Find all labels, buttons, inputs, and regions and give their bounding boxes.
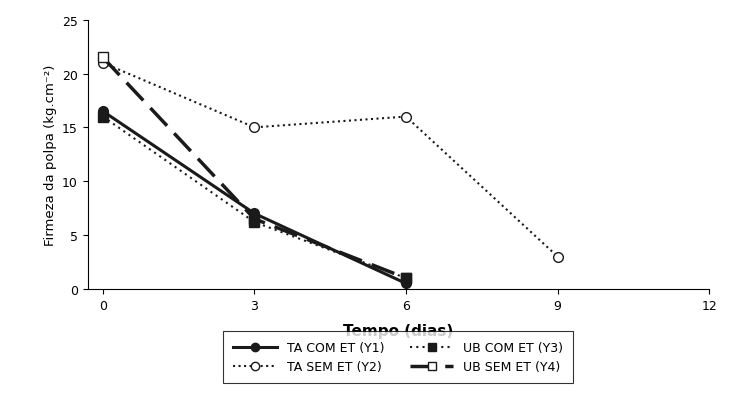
Y-axis label: Firmeza da polpa (kg.cm⁻²): Firmeza da polpa (kg.cm⁻²): [44, 64, 56, 245]
X-axis label: Tempo (dias): Tempo (dias): [344, 323, 453, 338]
Legend: TA COM ET (Y1), TA SEM ET (Y2), UB COM ET (Y3), UB SEM ET (Y4): TA COM ET (Y1), TA SEM ET (Y2), UB COM E…: [224, 331, 573, 383]
